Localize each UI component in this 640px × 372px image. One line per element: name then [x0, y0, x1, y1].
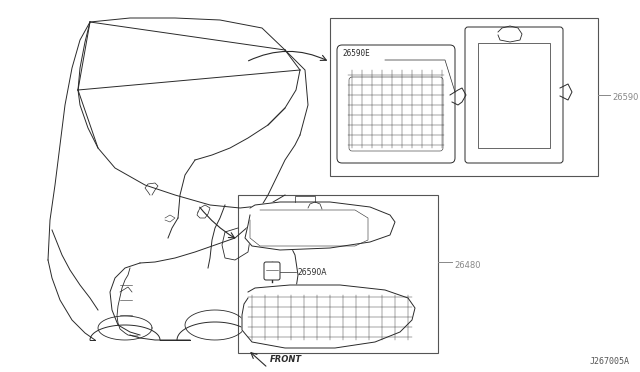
- Text: FRONT: FRONT: [270, 355, 302, 364]
- FancyBboxPatch shape: [337, 45, 455, 163]
- Polygon shape: [245, 202, 395, 250]
- FancyBboxPatch shape: [264, 262, 280, 280]
- Polygon shape: [242, 285, 415, 348]
- FancyBboxPatch shape: [465, 27, 563, 163]
- Text: 26590A: 26590A: [298, 268, 328, 277]
- Text: 26480: 26480: [454, 260, 481, 269]
- Text: J267005A: J267005A: [590, 357, 630, 366]
- Text: 26590: 26590: [612, 93, 638, 103]
- Text: 26481: 26481: [332, 294, 356, 303]
- Bar: [478, 43, 550, 148]
- Text: 26590E: 26590E: [342, 49, 370, 58]
